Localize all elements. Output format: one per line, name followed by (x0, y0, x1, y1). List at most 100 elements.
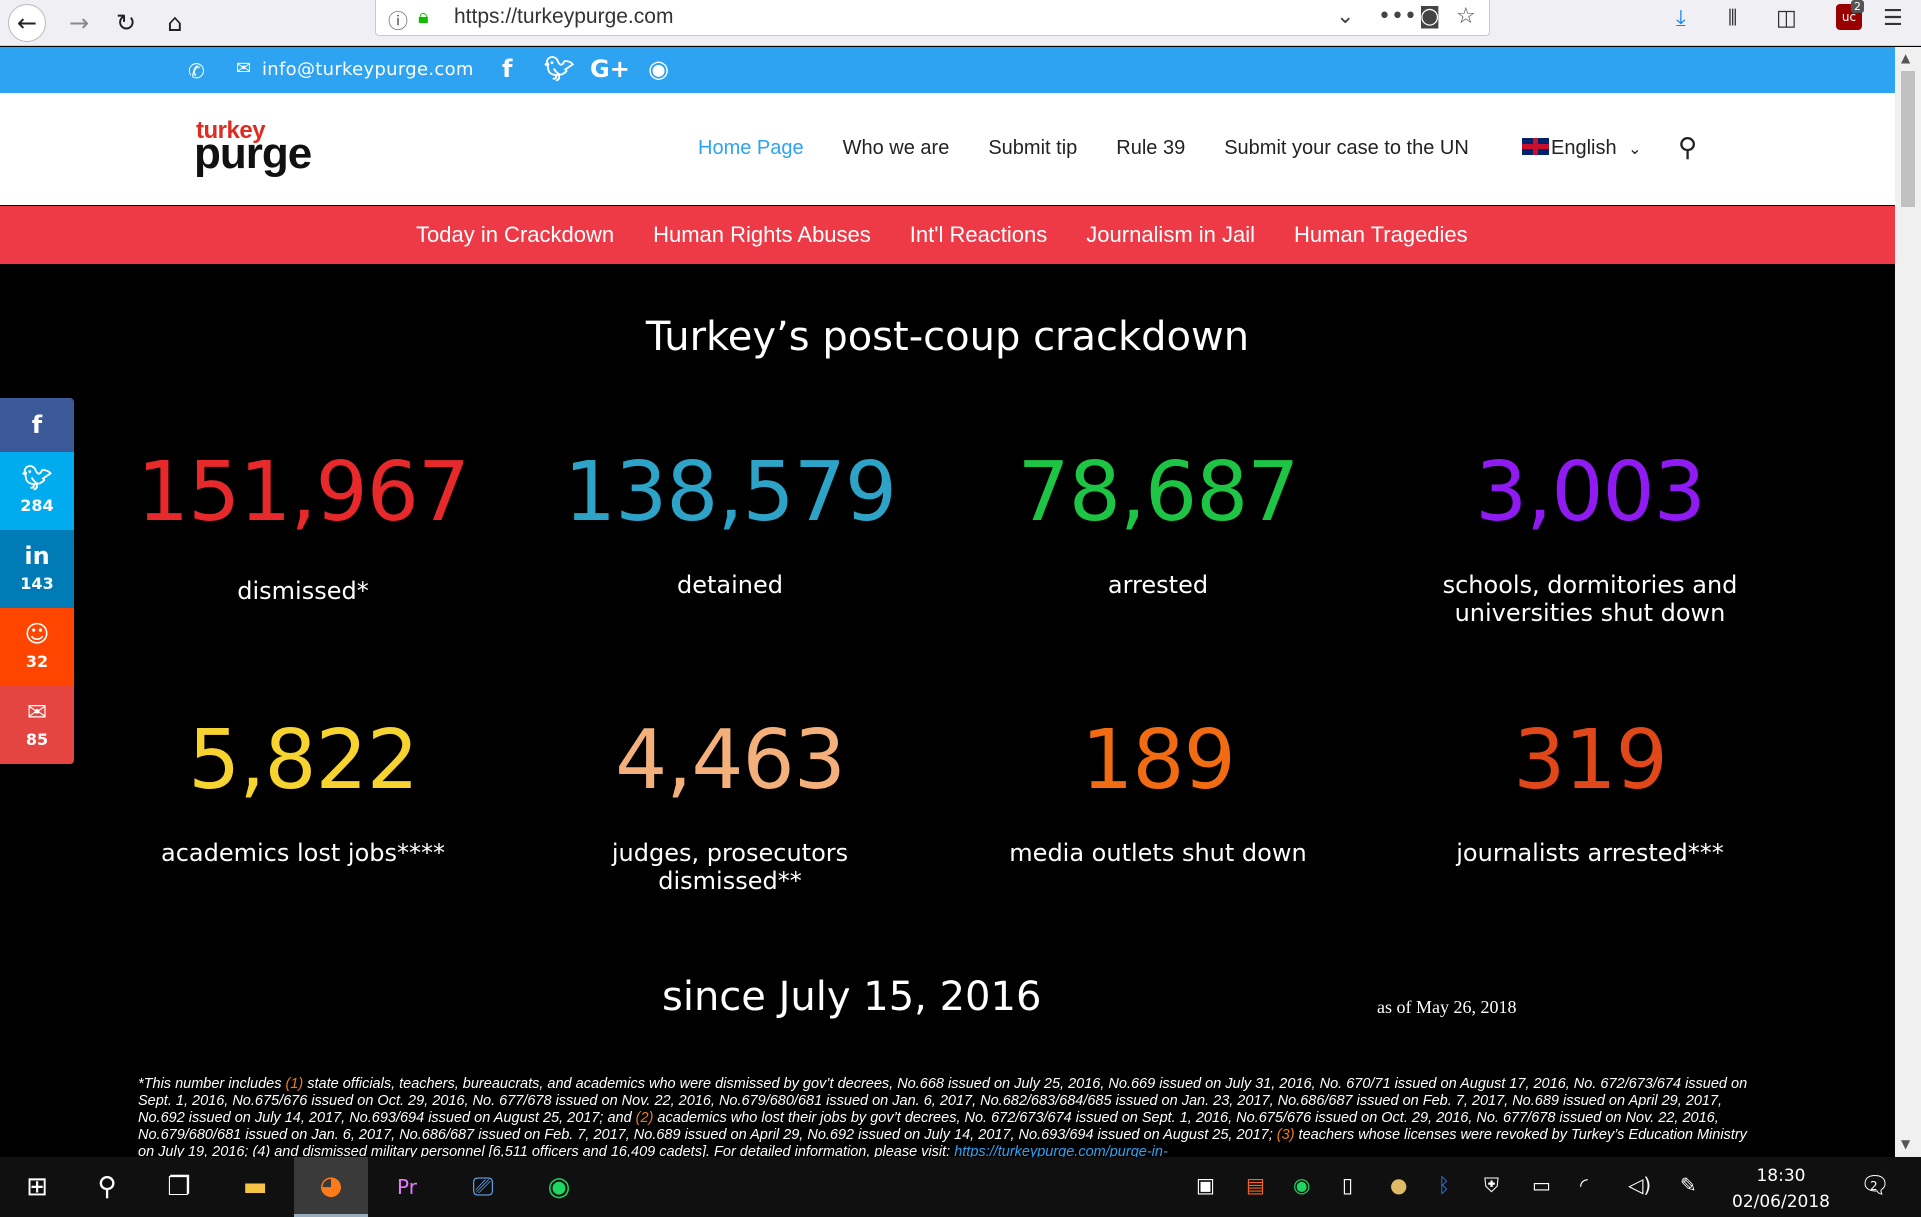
search-icon[interactable]: ⚲ (1678, 133, 1698, 163)
pocket-icon[interactable]: ◙ (1419, 4, 1441, 29)
home-icon[interactable]: ⌂ (167, 9, 183, 37)
nav-submit-tip[interactable]: Submit tip (988, 137, 1078, 159)
uk-flag-icon (1522, 138, 1549, 155)
security-shield-icon[interactable]: ⛨ (1484, 1173, 1499, 1197)
premiere-icon[interactable]: Pr (397, 1175, 417, 1199)
stat-value: 78,687 (1017, 445, 1300, 540)
tray-monitor-icon[interactable]: ▣ (1196, 1173, 1215, 1197)
nav-home-page[interactable]: Home Page (698, 137, 804, 159)
secondary-nav: Today in Crackdown Human Rights Abuses I… (0, 206, 1895, 264)
stat-value: 4,463 (615, 713, 846, 808)
nav-rule-39[interactable]: Rule 39 (1116, 137, 1186, 159)
windows-start-icon[interactable]: ⊞ (26, 1172, 48, 1202)
tray-app-icon[interactable]: ▤ (1246, 1173, 1265, 1197)
stat-label: schools, dormitories and universities sh… (1442, 571, 1738, 627)
subnav-intl-reactions[interactable]: Int'l Reactions (909, 222, 1048, 247)
bookmark-star-icon[interactable]: ☆ (1456, 4, 1476, 29)
address-bar[interactable]: ⓘ 🔒︎ https://turkeypurge.com ⌄ ••• ◙ ☆ (375, 0, 1490, 36)
volume-icon[interactable]: ◁) (1628, 1173, 1652, 1197)
more-icon[interactable]: ••• (1378, 4, 1417, 29)
clock-time: 18:30 (1756, 1166, 1806, 1186)
network-app-icon[interactable]: ⎚ (472, 1171, 494, 1202)
stat-media-outlets: 189 media outlets shut down (943, 720, 1373, 868)
share-count: 32 (25, 652, 49, 671)
stat-value: 5,822 (188, 713, 419, 808)
task-view-icon[interactable]: ❐ (167, 1172, 191, 1202)
stat-dismissed: 151,967 dismissed* (88, 452, 518, 606)
subnav-journalism-in-jail[interactable]: Journalism in Jail (1086, 222, 1256, 247)
scroll-down-icon[interactable]: ▼ (1901, 1137, 1911, 1151)
stat-value: 151,967 (136, 445, 470, 540)
back-icon[interactable]: ← (8, 4, 46, 42)
since-date: since July 15, 2016 (662, 974, 1042, 1020)
language-label: English (1551, 137, 1617, 159)
sidebar-icon[interactable]: ◫ (1776, 6, 1797, 31)
facebook-icon[interactable]: f (502, 55, 513, 83)
library-icon[interactable]: ⫴ (1728, 6, 1738, 31)
main-content: Turkey’s post-coup crackdown 151,967 dis… (0, 264, 1895, 1160)
footnote-text: state officials, teachers, bureaucrats, … (138, 1076, 1748, 1126)
contact-email[interactable]: info@turkeypurge.com (262, 59, 474, 80)
battery-icon[interactable]: ▭ (1532, 1173, 1551, 1197)
nav-submit-case-un[interactable]: Submit your case to the UN (1224, 137, 1469, 159)
google-plus-icon[interactable]: G+ (590, 55, 630, 83)
subnav-human-rights-abuses[interactable]: Human Rights Abuses (653, 222, 871, 247)
reload-icon[interactable]: ↻ (115, 9, 137, 37)
subnav-today-in-crackdown[interactable]: Today in Crackdown (416, 222, 615, 247)
pen-icon[interactable]: ✎ (1680, 1173, 1697, 1197)
rss-icon[interactable]: ◉ (648, 55, 669, 83)
stat-value: 3,003 (1475, 445, 1706, 540)
system-clock[interactable]: 18:30 02/06/2018 (1732, 1163, 1830, 1215)
stat-academics: 5,822 academics lost jobs**** (88, 720, 518, 868)
linkedin-icon: in (24, 542, 50, 570)
info-icon[interactable]: ⓘ (388, 9, 408, 33)
chevron-down-icon[interactable]: ⌄ (1336, 4, 1355, 29)
share-facebook-button[interactable]: f (0, 398, 74, 452)
footnote: *This number includes (1) state official… (138, 1076, 1763, 1161)
share-twitter-button[interactable]: 🐦︎ 284 (0, 452, 74, 530)
logo[interactable]: purge (194, 129, 312, 178)
ublock-count: 2 (1851, 0, 1864, 13)
windows-taskbar: ⊞ ⚲ ❐ ▬ ◕ Pr ⎚ ◉ ▣ ▤ ◉ ▯ ● ᛒ ⛨ ▭ ◜ ◁) ✎ … (0, 1157, 1921, 1217)
phone-icon[interactable]: ✆ (188, 59, 205, 83)
mail-icon: ✉ (236, 58, 252, 79)
search-icon[interactable]: ⚲ (97, 1172, 117, 1202)
footnote-marker: (1) (285, 1076, 304, 1092)
page-scrollbar[interactable]: ▲ ▼ (1895, 47, 1921, 1157)
scroll-thumb[interactable] (1901, 71, 1915, 207)
stat-value: 189 (1081, 713, 1236, 808)
share-count: 85 (25, 730, 49, 749)
language-selector[interactable]: English ⌄ (1522, 137, 1642, 160)
share-reddit-button[interactable]: ☺ 32 (0, 608, 74, 686)
url-text[interactable]: https://turkeypurge.com (454, 5, 674, 28)
share-email-button[interactable]: ✉ 85 (0, 686, 74, 764)
tray-usb-icon[interactable]: ▯ (1342, 1173, 1354, 1197)
spotify-icon[interactable]: ◉ (547, 1172, 571, 1202)
menu-icon[interactable]: ☰ (1883, 6, 1903, 31)
footnote-link[interactable]: https://turkeypurge.com/purge-in- (954, 1144, 1168, 1160)
bluetooth-icon[interactable]: ᛒ (1438, 1173, 1450, 1197)
chevron-down-icon: ⌄ (1628, 141, 1642, 158)
wifi-icon[interactable]: ◜ (1580, 1173, 1588, 1197)
file-explorer-icon[interactable]: ▬ (242, 1172, 268, 1202)
notification-center-icon[interactable]: 🗨︎ 2 (1860, 1171, 1891, 1199)
twitter-icon: 🐦︎ (21, 464, 53, 492)
tray-weather-icon[interactable]: ● (1390, 1173, 1408, 1197)
share-linkedin-button[interactable]: in 143 (0, 530, 74, 608)
forward-icon[interactable]: → (68, 9, 90, 37)
scroll-up-icon[interactable]: ▲ (1901, 51, 1911, 65)
download-icon[interactable]: ⤓ (1676, 6, 1686, 31)
logo-top-text[interactable]: turkey (196, 117, 266, 144)
firefox-icon[interactable]: ◕ (294, 1157, 368, 1217)
site-header: turkey purge Home Page Who we are Submit… (0, 93, 1895, 205)
nav-who-we-are[interactable]: Who we are (842, 137, 950, 159)
stat-judges: 4,463 judges, prosecutors dismissed** (515, 720, 945, 895)
subnav-human-tragedies[interactable]: Human Tragedies (1294, 222, 1468, 247)
page-title: Turkey’s post-coup crackdown (645, 314, 1250, 360)
tray-spotify-icon[interactable]: ◉ (1293, 1173, 1311, 1197)
stat-label: media outlets shut down (1009, 839, 1307, 867)
share-count: 284 (20, 496, 54, 515)
share-count: 143 (20, 574, 54, 593)
twitter-icon[interactable]: 🐦︎ (544, 55, 575, 83)
reddit-icon: ☺ (24, 620, 50, 648)
